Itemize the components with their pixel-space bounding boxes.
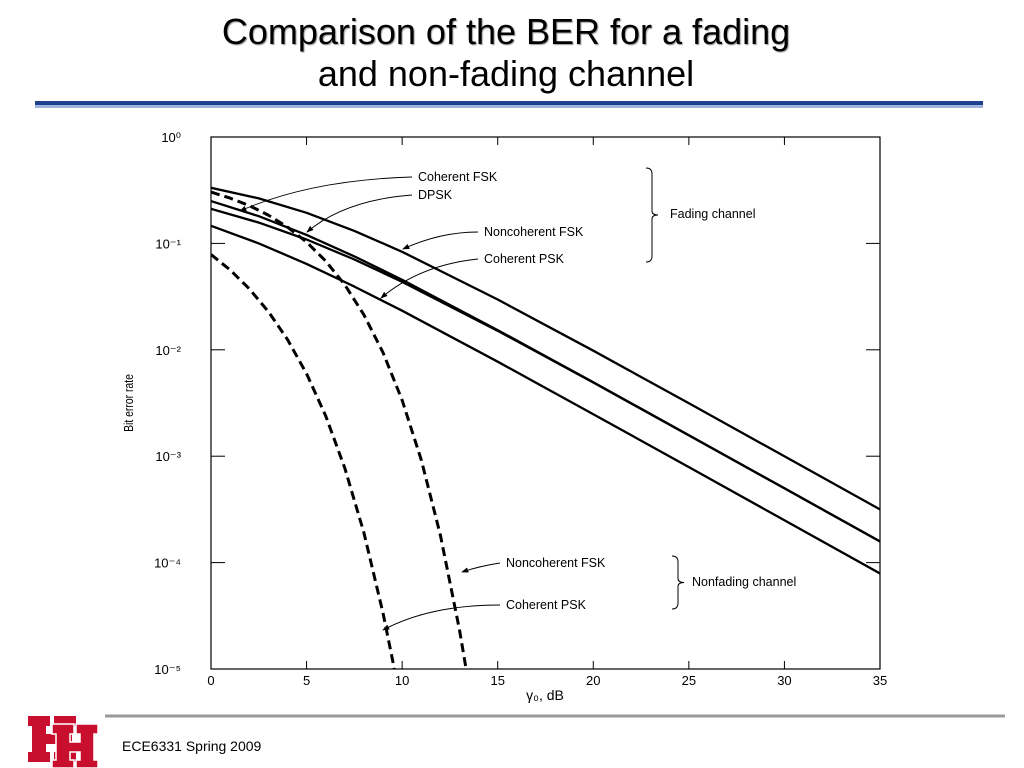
y-axis-label: Bit error rate (122, 374, 136, 432)
x-tick-label: 5 (303, 673, 310, 688)
annotation: Noncoherent FSK (506, 556, 606, 570)
group-label: Nonfading channel (692, 575, 796, 589)
x-axis-label: γ₀, dB (526, 687, 564, 703)
y-tick-label: 10⁻¹ (155, 236, 181, 251)
x-tick-label: 15 (490, 673, 504, 688)
logo (28, 716, 99, 768)
x-tick-label: 35 (873, 673, 887, 688)
annotation: DPSK (418, 188, 453, 202)
bracket (671, 555, 685, 610)
annotation: Noncoherent FSK (484, 225, 584, 239)
plot-frame (210, 136, 881, 670)
series-line (211, 253, 396, 669)
group-label: Fading channel (670, 207, 755, 221)
annotation-arrow (306, 194, 413, 233)
y-tick-label: 10⁻³ (155, 449, 181, 464)
x-tick-label: 20 (586, 673, 600, 688)
series-line (211, 186, 880, 511)
annotation: Coherent PSK (506, 598, 587, 612)
annotation-arrow (382, 604, 501, 631)
annotation-arrow (239, 176, 413, 212)
bracket (645, 167, 659, 263)
annotation-arrow (380, 258, 479, 299)
annotation-arrow (402, 231, 479, 250)
annotation: Coherent FSK (418, 170, 498, 184)
x-tick-label: 0 (207, 673, 214, 688)
title-rule (35, 105, 983, 108)
y-tick-label: 10⁻⁴ (154, 556, 181, 571)
footer: ECE6331 Spring 2009 (122, 738, 262, 754)
title-rule (35, 101, 983, 105)
y-tick-label: 10⁻² (155, 343, 181, 358)
plot-area (211, 186, 880, 669)
series-line (211, 207, 880, 543)
y-tick-label: 10⁻⁵ (154, 662, 181, 677)
series-line (211, 224, 880, 575)
annotation: Coherent PSK (484, 252, 565, 266)
annotation-arrow (461, 562, 501, 573)
x-tick-label: 30 (777, 673, 791, 688)
y-tick-label: 10⁰ (161, 130, 181, 145)
slide-title: Comparison of the BER for a fading (222, 11, 790, 52)
series-line (211, 190, 468, 669)
x-tick-label: 25 (682, 673, 696, 688)
x-tick-label: 10 (395, 673, 409, 688)
slide-title: and non-fading channel (318, 53, 694, 94)
